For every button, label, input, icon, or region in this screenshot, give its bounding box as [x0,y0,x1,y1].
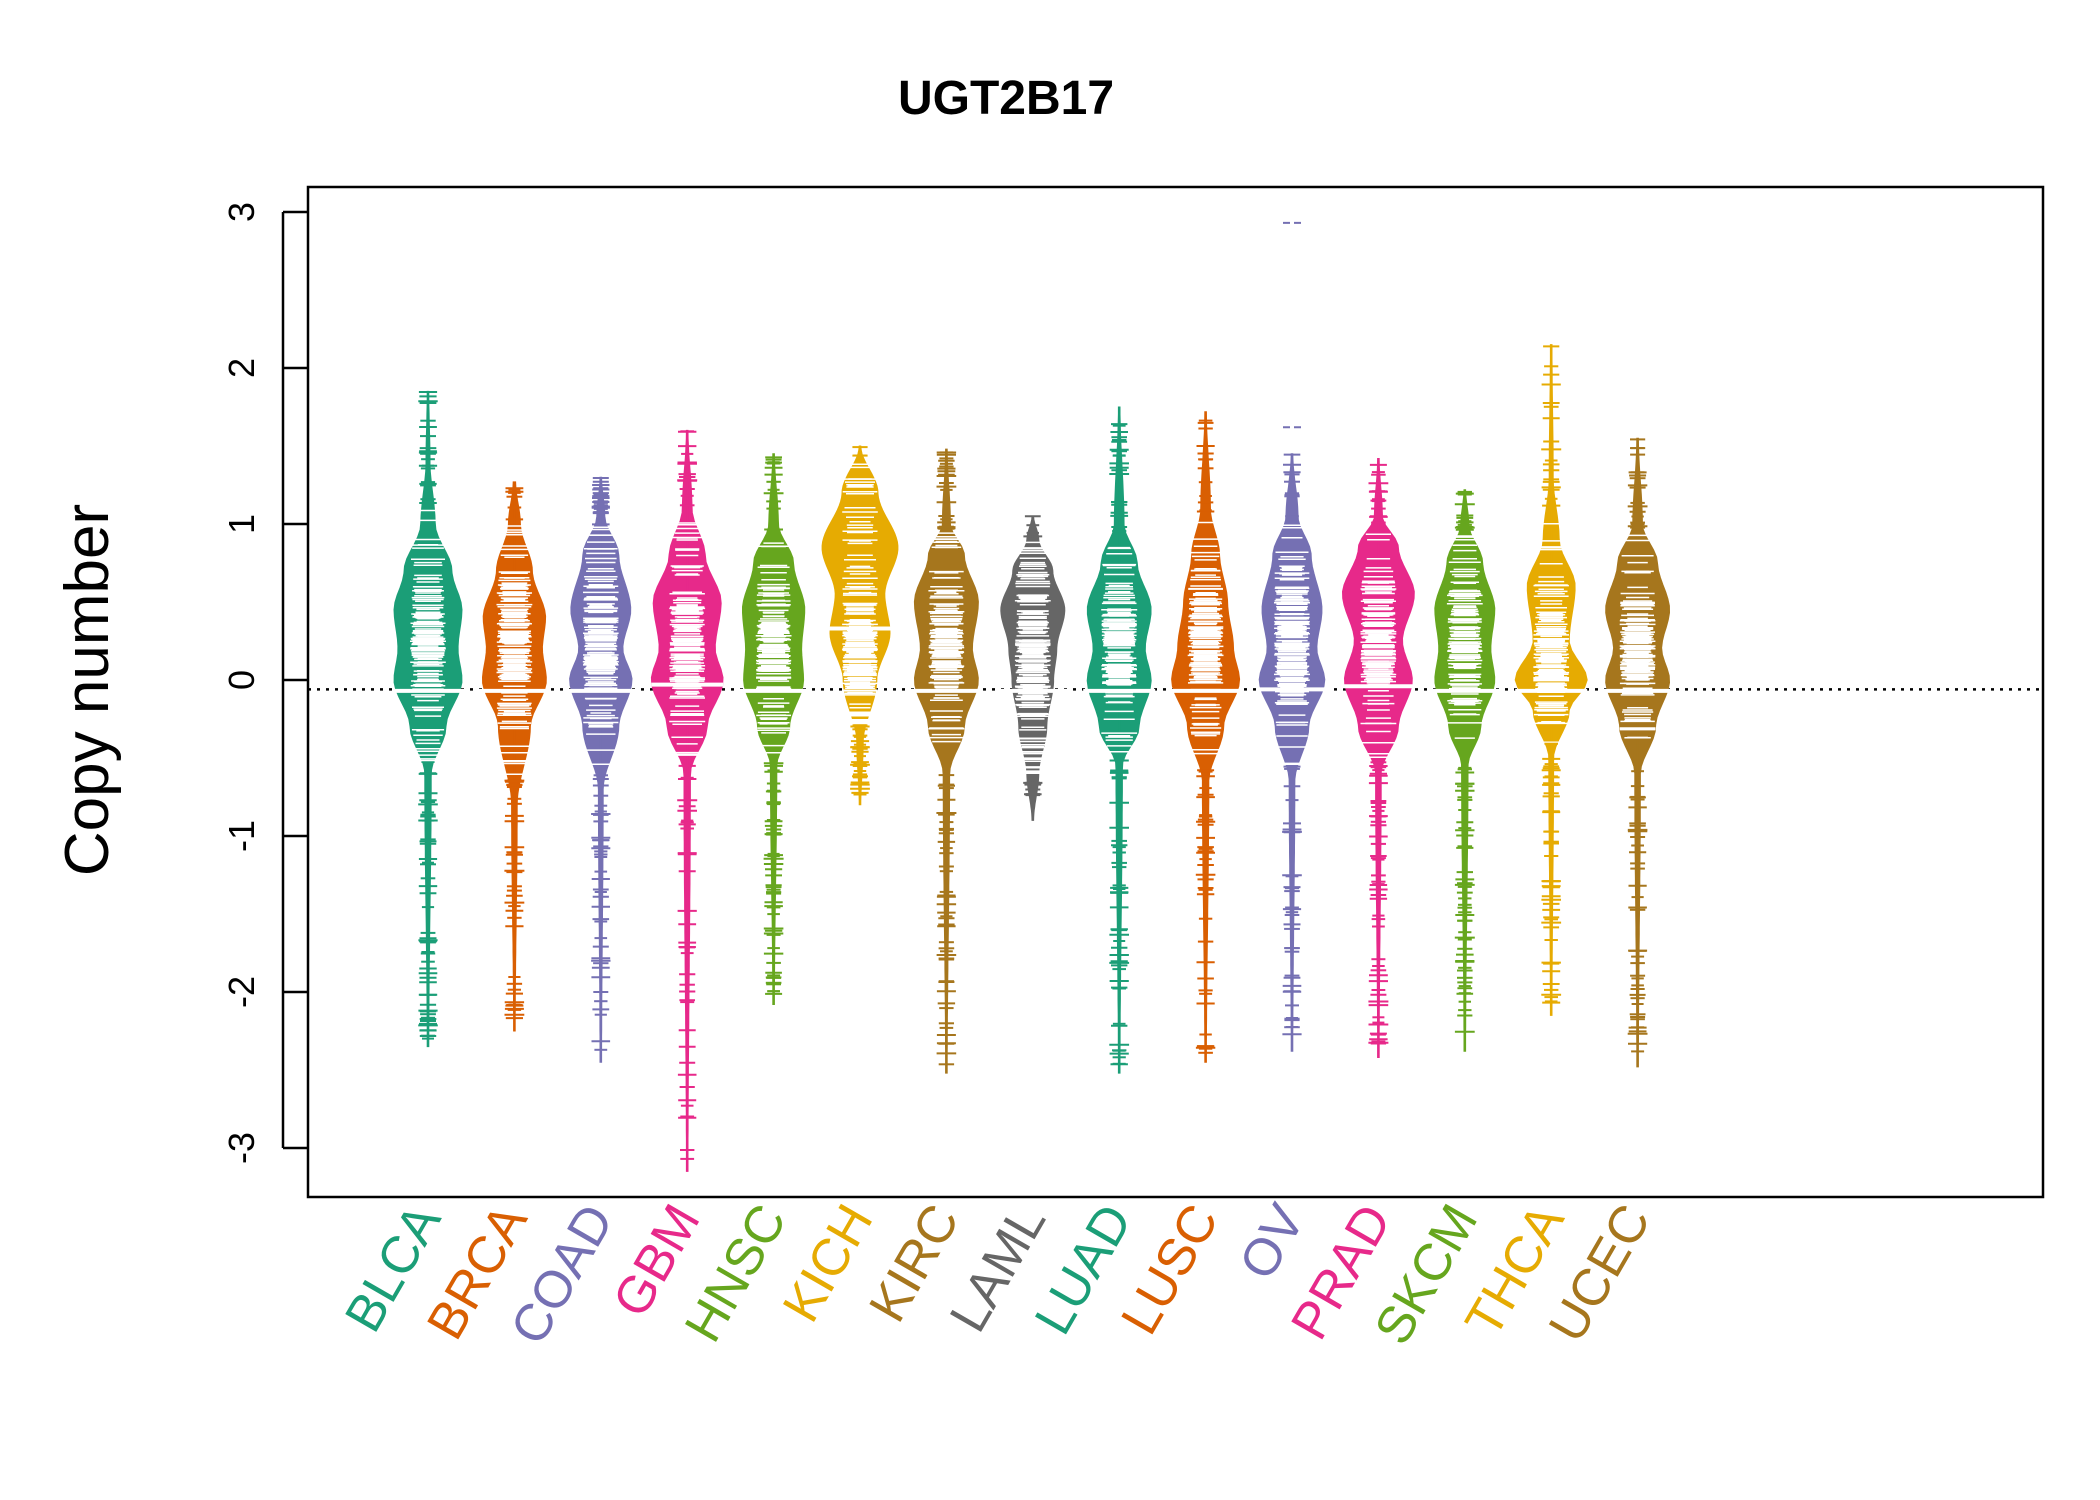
plot-area [308,221,2043,1172]
bean-ticks [1533,345,1570,1004]
bean-ticks [928,451,965,1066]
bean-prad [1341,458,1415,1058]
x-tick-label-ov: OV [1229,1195,1317,1289]
bean-laml [996,515,1069,821]
bean-brca [478,481,551,1032]
bean-ticks [842,446,878,796]
y-tick-label: 2 [221,358,262,378]
bean-ov [1256,221,1328,1052]
bean-hnsc [737,453,810,1005]
y-tick-label: -3 [221,1132,262,1164]
bean-ticks [1274,453,1310,1036]
y-axis: -3 -2 -1 0 1 2 3 [221,202,308,1164]
y-tick-label: -2 [221,976,262,1008]
bean-ticks [1101,423,1138,1066]
x-axis: BLCABRCACOADGBMHNSCKICHKIRCLAMLLUADLUSCO… [334,1195,1662,1354]
bean-blca [392,390,464,1048]
y-tick-label: 1 [221,514,262,534]
bean-skcm [1428,489,1501,1052]
bean-lusc [1169,411,1242,1063]
plot-frame [306,185,2045,1199]
bean-ticks [1360,463,1397,1045]
bean-ticks [1619,438,1656,1053]
x-tick-label-kich: KICH [772,1195,884,1332]
bean-gbm [650,429,724,1172]
y-axis-label: Copy number [53,504,122,876]
bean-ticks [1014,515,1051,797]
bean-ticks [755,456,792,995]
bean-ticks [1446,490,1483,1033]
y-tick-label: 3 [221,202,262,222]
bean-ticks [1187,419,1224,1054]
bean-luad [1083,406,1156,1074]
bean-ucec [1601,437,1674,1068]
bean-ticks [669,430,706,1160]
bean-ticks [582,477,619,1051]
bean-kirc [910,448,983,1074]
bean-ticks [496,487,533,1020]
bean-kich [821,445,899,806]
y-tick-label: -1 [221,820,262,852]
bean-thca [1514,344,1588,1016]
bean-coad [564,476,637,1063]
y-tick-label: 0 [221,670,262,690]
bean-ticks [410,391,446,1040]
chart-title: UGT2B17 [898,72,1114,125]
